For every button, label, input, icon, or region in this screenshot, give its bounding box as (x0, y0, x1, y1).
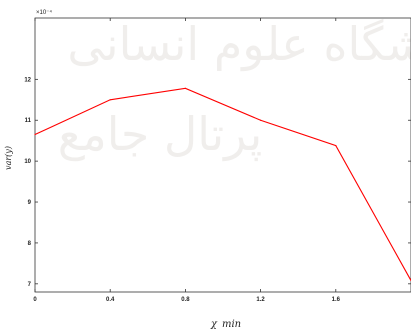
data-point (260, 119, 262, 121)
y-tick-label: 10 (24, 159, 31, 165)
x-tick-label: 1.2 (256, 297, 265, 303)
data-point (184, 87, 186, 89)
plot-area (34, 17, 411, 293)
y-axis-exponent: ×10⁻⁴ (36, 9, 52, 16)
y-axis-label: var(y) (4, 146, 13, 170)
x-axis-ticks: 0 0.4 0.8 1.2 1.6 (33, 18, 341, 303)
watermark-line-2: پرتال جامع (58, 107, 263, 162)
data-point (109, 99, 111, 101)
x-tick-label: 0.4 (106, 297, 115, 303)
y-tick-label: 12 (24, 77, 31, 83)
data-point (34, 133, 36, 136)
y-tick-label: 11 (25, 118, 32, 124)
x-tick-label: 0 (33, 297, 37, 303)
y-axis-ticks: 7 8 9 10 11 12 (24, 77, 411, 288)
y-tick-label: 7 (28, 282, 32, 288)
data-point (335, 144, 337, 147)
y-tick-label: 8 (28, 241, 32, 247)
x-axis-label: χ_min (210, 319, 241, 329)
x-tick-label: 1.6 (332, 297, 341, 303)
watermark: پژوهشگاه علوم انسانی پرتال جامع (58, 17, 411, 162)
series-layer (34, 87, 411, 282)
series-line-0 (34, 87, 411, 281)
y-tick-label: 9 (28, 200, 32, 206)
watermark-line-1: پژوهشگاه علوم انسانی (67, 17, 411, 72)
x-tick-label: 0.8 (181, 297, 190, 303)
